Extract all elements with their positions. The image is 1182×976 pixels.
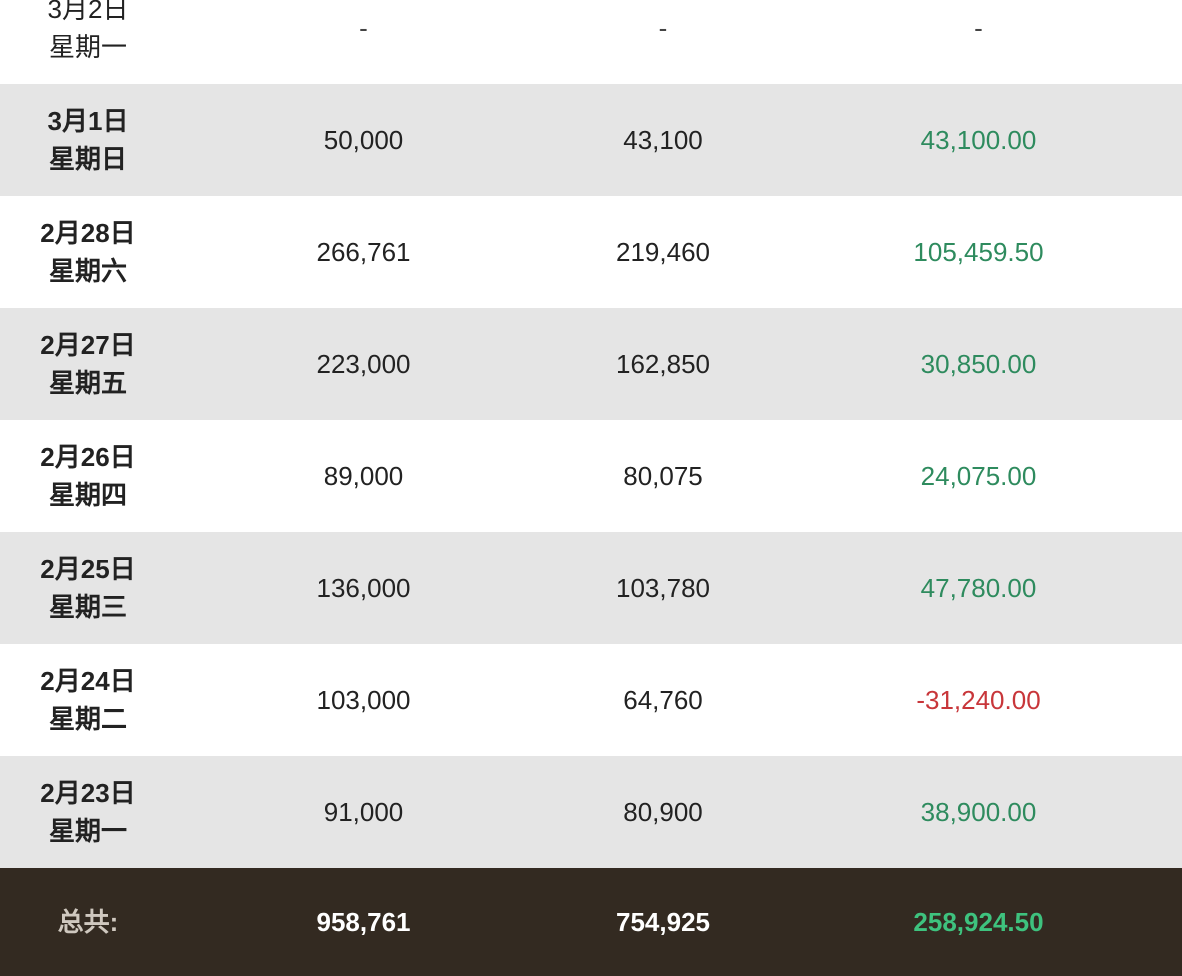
total-row: 总共: 958,761 754,925 258,924.50 xyxy=(0,868,1182,976)
value-col1: 89,000 xyxy=(323,460,404,491)
value-col1: - xyxy=(359,12,368,43)
weekday-label: 星期三 xyxy=(48,592,127,622)
value-col1: 103,000 xyxy=(316,684,411,715)
value-col3: 24,075.00 xyxy=(920,460,1037,491)
value-col2: - xyxy=(658,12,668,43)
value-col2: 219,460 xyxy=(616,236,710,267)
date-label: 2月24日 xyxy=(40,666,136,696)
date-label: 2月23日 xyxy=(40,778,136,808)
date-cell: 2月23日 星期一 xyxy=(0,774,176,850)
weekday-label: 星期五 xyxy=(48,368,127,398)
value-col2: 80,900 xyxy=(623,796,703,827)
value-col1: 266,761 xyxy=(316,236,411,267)
weekday-label: 星期四 xyxy=(48,480,127,510)
date-label: 2月25日 xyxy=(40,554,136,584)
total-label: 总共: xyxy=(57,907,119,937)
value-col1: 136,000 xyxy=(316,572,411,603)
value-col3: 43,100.00 xyxy=(920,124,1037,155)
table-row[interactable]: 2月24日 星期二 103,000 64,760 -31,240.00 xyxy=(0,644,1182,756)
weekday-label: 星期二 xyxy=(48,704,127,734)
value-col1: 223,000 xyxy=(316,348,411,379)
total-col2: 754,925 xyxy=(616,906,710,937)
value-col2: 162,850 xyxy=(616,348,710,379)
date-cell: 3月2日 星期一 xyxy=(0,0,176,66)
table-row[interactable]: 3月2日 星期一 - - - xyxy=(0,0,1182,84)
date-cell: 2月26日 星期四 xyxy=(0,438,176,514)
weekday-label: 星期日 xyxy=(48,144,127,174)
value-col3: -31,240.00 xyxy=(916,684,1041,715)
date-label: 2月27日 xyxy=(40,330,136,360)
date-cell: 3月1日 星期日 xyxy=(0,102,176,178)
value-col2: 64,760 xyxy=(623,684,703,715)
table-row[interactable]: 2月26日 星期四 89,000 80,075 24,075.00 xyxy=(0,420,1182,532)
date-cell: 2月24日 星期二 xyxy=(0,662,176,738)
weekday-label: 星期一 xyxy=(48,816,127,846)
table-row[interactable]: 2月27日 星期五 223,000 162,850 30,850.00 xyxy=(0,308,1182,420)
table-row[interactable]: 2月23日 星期一 91,000 80,900 38,900.00 xyxy=(0,756,1182,868)
weekday-label: 星期六 xyxy=(48,256,127,286)
date-cell: 2月25日 星期三 xyxy=(0,550,176,626)
date-cell: 2月27日 星期五 xyxy=(0,326,176,402)
date-cell: 2月28日 星期六 xyxy=(0,214,176,290)
date-label: 2月28日 xyxy=(40,218,136,248)
value-col1: 91,000 xyxy=(323,796,404,827)
value-col3: 38,900.00 xyxy=(920,796,1037,827)
weekday-label: 星期一 xyxy=(48,32,127,62)
date-label: 3月1日 xyxy=(47,106,129,136)
date-label: 2月26日 xyxy=(40,442,136,472)
table-row[interactable]: 2月25日 星期三 136,000 103,780 47,780.00 xyxy=(0,532,1182,644)
table-row[interactable]: 2月28日 星期六 266,761 219,460 105,459.50 xyxy=(0,196,1182,308)
date-label: 3月2日 xyxy=(47,0,129,24)
value-col1: 50,000 xyxy=(323,124,404,155)
value-col2: 80,075 xyxy=(623,460,703,491)
value-col2: 103,780 xyxy=(616,572,710,603)
value-col3: 47,780.00 xyxy=(920,572,1037,603)
total-col3: 258,924.50 xyxy=(913,906,1044,937)
value-col3: - xyxy=(974,12,983,43)
total-col1: 958,761 xyxy=(316,906,411,937)
value-col3: 105,459.50 xyxy=(913,236,1044,267)
value-col3: 30,850.00 xyxy=(920,348,1037,379)
value-col2: 43,100 xyxy=(623,124,703,155)
table-row[interactable]: 3月1日 星期日 50,000 43,100 43,100.00 xyxy=(0,84,1182,196)
